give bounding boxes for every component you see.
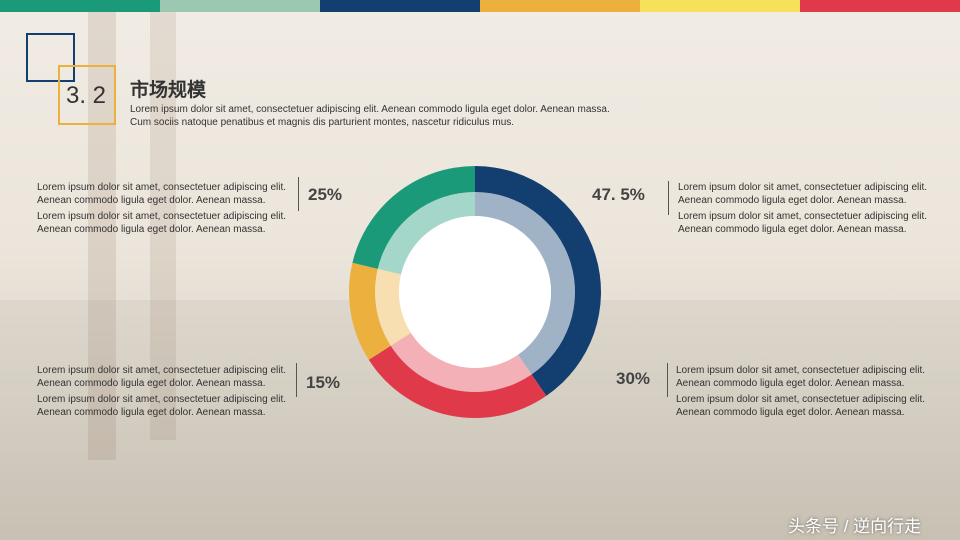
- note: Lorem ipsum dolor sit amet, consectetuer…: [676, 365, 928, 423]
- note-text: Lorem ipsum dolor sit amet, consectetuer…: [678, 211, 928, 235]
- stripe: [800, 0, 960, 12]
- divider: [296, 363, 297, 397]
- watermark: 头条号 / 逆向行走: [788, 517, 922, 536]
- note-text: Lorem ipsum dolor sit amet, consectetuer…: [37, 182, 287, 206]
- value-label: 47. 5%: [592, 185, 645, 204]
- stripe: [0, 0, 160, 12]
- stripe: [480, 0, 640, 12]
- intro: Lorem ipsum dolor sit amet, consectetuer…: [130, 104, 610, 128]
- divider: [667, 363, 668, 397]
- donut-segment: [352, 166, 475, 269]
- note: Lorem ipsum dolor sit amet, consectetuer…: [37, 182, 289, 240]
- note-text: Lorem ipsum dolor sit amet, consectetuer…: [37, 394, 287, 418]
- donut-segment: [368, 345, 547, 418]
- note-text: Lorem ipsum dolor sit amet, consectetuer…: [676, 394, 926, 418]
- donut-inner-segment: [374, 268, 411, 346]
- note-text: Lorem ipsum dolor sit amet, consectetuer…: [676, 365, 926, 389]
- deco-square: [26, 33, 75, 82]
- bridge-tower: [150, 0, 176, 440]
- donut-center: [399, 216, 551, 368]
- note-text: Lorem ipsum dolor sit amet, consectetuer…: [678, 182, 928, 206]
- donut-inner-segment: [475, 192, 575, 375]
- stripe: [320, 0, 480, 12]
- deco-square: [58, 65, 116, 125]
- value-label: 30%: [616, 369, 651, 388]
- donut-inner-segment: [390, 332, 532, 392]
- bridge-tower: [88, 0, 116, 460]
- value-label: 15%: [306, 373, 341, 392]
- divider: [668, 181, 669, 215]
- donut-segment: [348, 262, 391, 360]
- donut-inner-segment: [377, 192, 475, 275]
- stripe: [160, 0, 320, 12]
- note: Lorem ipsum dolor sit amet, consectetuer…: [37, 365, 289, 423]
- value-label: 25%: [308, 185, 343, 204]
- divider: [298, 177, 299, 211]
- note: Lorem ipsum dolor sit amet, consectetuer…: [678, 182, 930, 240]
- section-number: 3. 2: [66, 82, 107, 109]
- chart-title: 市场规模: [130, 80, 207, 101]
- note-text: Lorem ipsum dolor sit amet, consectetuer…: [37, 365, 287, 389]
- stripe: [640, 0, 800, 12]
- note-text: Lorem ipsum dolor sit amet, consectetuer…: [37, 211, 287, 235]
- donut-segment: [475, 166, 601, 396]
